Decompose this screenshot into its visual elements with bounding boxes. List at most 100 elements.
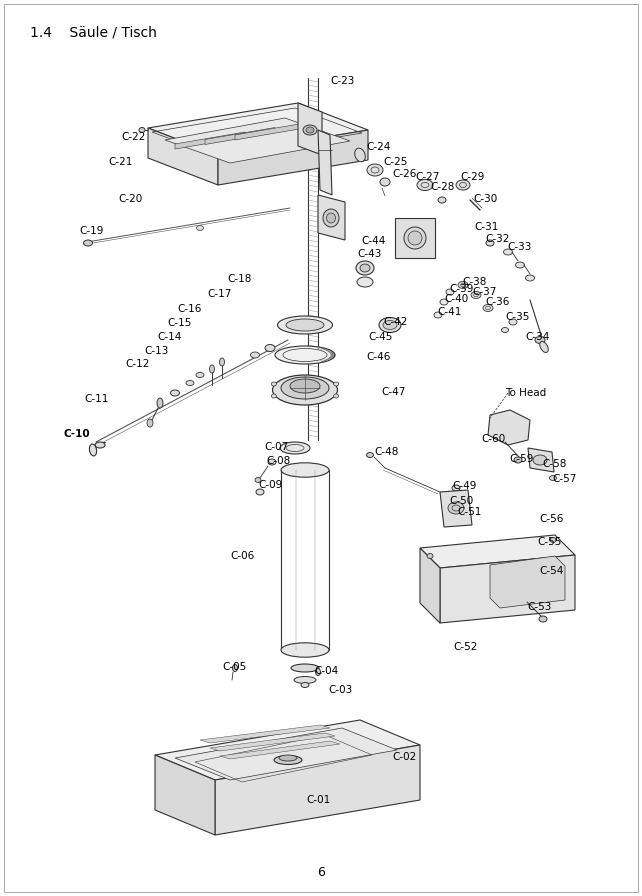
Polygon shape — [220, 741, 340, 759]
Text: C-25: C-25 — [383, 157, 408, 167]
Text: C-03: C-03 — [328, 685, 352, 695]
Ellipse shape — [356, 261, 374, 275]
Text: C-37: C-37 — [472, 287, 496, 297]
Text: C-05: C-05 — [222, 662, 247, 672]
Text: C-44: C-44 — [361, 236, 385, 246]
Text: C-31: C-31 — [474, 222, 498, 232]
Ellipse shape — [303, 125, 317, 135]
Text: C-19: C-19 — [79, 226, 103, 236]
Text: C-46: C-46 — [366, 352, 390, 362]
Polygon shape — [155, 720, 420, 780]
Text: C-53: C-53 — [527, 602, 551, 612]
Ellipse shape — [334, 382, 339, 386]
Ellipse shape — [501, 328, 508, 332]
Ellipse shape — [265, 344, 275, 351]
Text: C-15: C-15 — [167, 318, 191, 328]
Ellipse shape — [186, 381, 194, 385]
Text: C-38: C-38 — [462, 277, 487, 287]
Ellipse shape — [277, 316, 333, 334]
Ellipse shape — [306, 127, 314, 133]
Polygon shape — [205, 127, 275, 144]
Ellipse shape — [509, 319, 517, 325]
Polygon shape — [215, 745, 420, 835]
Ellipse shape — [196, 373, 204, 377]
Ellipse shape — [281, 377, 329, 399]
Ellipse shape — [275, 346, 335, 364]
Text: C-22: C-22 — [121, 132, 145, 142]
Ellipse shape — [434, 312, 442, 318]
Ellipse shape — [380, 178, 390, 186]
Ellipse shape — [327, 213, 336, 223]
Polygon shape — [440, 555, 575, 623]
Polygon shape — [298, 103, 322, 155]
Ellipse shape — [540, 341, 548, 352]
Ellipse shape — [83, 240, 92, 246]
Ellipse shape — [446, 289, 454, 295]
Text: C-24: C-24 — [366, 142, 390, 152]
Ellipse shape — [440, 299, 448, 305]
Ellipse shape — [550, 476, 557, 480]
Ellipse shape — [147, 419, 153, 427]
Text: C-60: C-60 — [481, 434, 505, 444]
Text: C-11: C-11 — [84, 394, 108, 404]
Text: C-20: C-20 — [118, 194, 143, 204]
Text: C-30: C-30 — [473, 194, 498, 204]
Ellipse shape — [255, 478, 261, 483]
Ellipse shape — [452, 485, 460, 491]
Ellipse shape — [514, 457, 522, 463]
Ellipse shape — [408, 231, 422, 245]
Text: C-57: C-57 — [552, 474, 577, 484]
Ellipse shape — [280, 442, 310, 454]
Text: C-17: C-17 — [207, 289, 231, 299]
Text: 6: 6 — [317, 866, 325, 879]
Text: C-04: C-04 — [314, 666, 338, 676]
Text: C-45: C-45 — [368, 332, 392, 342]
Ellipse shape — [95, 442, 105, 448]
Text: C-08: C-08 — [266, 456, 290, 466]
Ellipse shape — [535, 337, 545, 343]
Ellipse shape — [404, 227, 426, 249]
Ellipse shape — [533, 455, 547, 465]
Ellipse shape — [89, 444, 96, 456]
Ellipse shape — [256, 489, 264, 495]
Polygon shape — [155, 755, 215, 835]
Text: C-27: C-27 — [415, 172, 439, 182]
Ellipse shape — [268, 459, 276, 465]
Ellipse shape — [550, 538, 556, 542]
Text: C-29: C-29 — [460, 172, 484, 182]
Text: C-43: C-43 — [357, 249, 381, 259]
Text: C-28: C-28 — [430, 182, 455, 192]
Ellipse shape — [417, 179, 433, 191]
Polygon shape — [420, 535, 575, 568]
Ellipse shape — [452, 495, 460, 501]
Ellipse shape — [438, 197, 446, 203]
Ellipse shape — [539, 616, 547, 622]
Polygon shape — [318, 195, 345, 240]
Polygon shape — [148, 103, 368, 155]
Ellipse shape — [367, 164, 383, 176]
Text: C-10: C-10 — [63, 429, 90, 439]
Polygon shape — [218, 130, 368, 185]
Text: C-06: C-06 — [230, 551, 254, 561]
Text: C-16: C-16 — [177, 304, 202, 314]
Ellipse shape — [301, 683, 309, 687]
Text: C-14: C-14 — [157, 332, 182, 342]
Text: C-26: C-26 — [392, 169, 417, 179]
Ellipse shape — [139, 127, 145, 133]
Text: C-18: C-18 — [227, 274, 252, 284]
Text: C-40: C-40 — [444, 294, 468, 304]
Text: C-23: C-23 — [330, 76, 354, 86]
Ellipse shape — [209, 365, 214, 373]
Polygon shape — [165, 118, 350, 163]
Text: C-21: C-21 — [108, 157, 132, 167]
Ellipse shape — [290, 379, 320, 393]
Ellipse shape — [171, 390, 180, 396]
Text: C-09: C-09 — [258, 480, 282, 490]
Ellipse shape — [427, 554, 433, 558]
Polygon shape — [528, 448, 554, 472]
Ellipse shape — [281, 642, 329, 657]
Ellipse shape — [279, 755, 297, 761]
Polygon shape — [175, 132, 245, 149]
Text: C-56: C-56 — [539, 514, 564, 524]
Polygon shape — [175, 728, 397, 780]
